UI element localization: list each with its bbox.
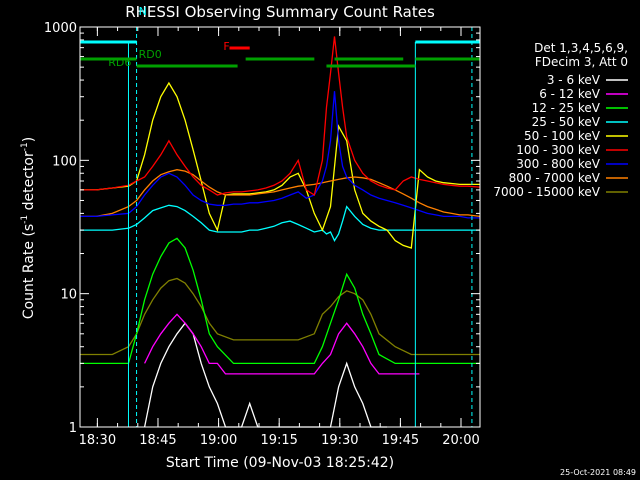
flag-label-n: N: [139, 5, 147, 18]
series-line-6: [80, 91, 480, 219]
x-tick-label: 19:00: [200, 433, 237, 448]
y-tick-label: 1: [69, 421, 77, 436]
legend-label: 6 - 12 keV: [539, 87, 601, 101]
flag-label-f: F: [223, 40, 229, 53]
series-line-3: [80, 204, 480, 242]
legend-label: 3 - 6 keV: [547, 73, 601, 87]
legend-label: 7000 - 15000 keV: [493, 185, 600, 199]
y-tick-label: 1000: [44, 21, 77, 36]
legend-header-line-1: Det 1,3,4,5,6,9,: [534, 41, 628, 55]
series-line-1: [144, 313, 420, 375]
plot-frame: [79, 26, 481, 428]
legend: Det 1,3,4,5,6,9, FDecim 3, Att 0 3 - 6 k…: [493, 41, 628, 199]
footer-timestamp: 25-Oct-2021 08:49: [560, 468, 636, 477]
x-tick-label: 19:30: [321, 433, 358, 448]
series-line-7: [80, 169, 481, 218]
x-axis-label: Start Time (09-Nov-03 18:25:42): [166, 455, 394, 471]
y-axis-label-sup1: -1: [20, 215, 30, 224]
flag-label-rd6: RD6: [108, 56, 131, 69]
series-layer: [80, 36, 481, 428]
series-line-4: [80, 81, 480, 249]
series-line-0: [143, 322, 388, 428]
series-line-2: [80, 237, 480, 365]
y-axis-label-mid: detector: [21, 151, 37, 215]
legend-label: 25 - 50 keV: [532, 115, 601, 129]
y-tick-label: 100: [52, 154, 77, 169]
legend-label: 50 - 100 keV: [524, 129, 601, 143]
legend-label: 100 - 300 keV: [516, 143, 600, 157]
x-tick-label: 18:30: [79, 433, 116, 448]
legend-label: 12 - 25 keV: [532, 101, 601, 115]
legend-header-line-2: FDecim 3, Att 0: [535, 55, 628, 69]
legend-label: 300 - 800 keV: [516, 157, 600, 171]
y-axis-label-sup2: -1: [20, 142, 30, 151]
x-axis: 18:30 18:45 19:00 19:15 19:30 19:45 20:00: [79, 27, 480, 448]
y-axis: 1 10 100 1000: [44, 21, 480, 436]
y-tick-label: 10: [60, 288, 77, 303]
x-tick-label: 20:00: [442, 433, 479, 448]
chart-title: RHESSI Observing Summary Count Rates: [125, 3, 435, 21]
series-line-5: [80, 36, 481, 197]
x-tick-label: 19:15: [260, 433, 297, 448]
y-axis-label-end: ): [21, 137, 37, 142]
flags-layer: N RD0 RD6 F: [80, 5, 480, 427]
y-axis-label-main: Count Rate (s: [21, 224, 37, 319]
x-tick-label: 18:45: [139, 433, 176, 448]
flag-label-rd0: RD0: [139, 48, 162, 61]
legend-label: 800 - 7000 keV: [509, 171, 601, 185]
series-line-8: [80, 277, 480, 356]
x-tick-label: 19:45: [382, 433, 419, 448]
y-axis-label: Count Rate (s-1 detector-1): [20, 137, 37, 319]
